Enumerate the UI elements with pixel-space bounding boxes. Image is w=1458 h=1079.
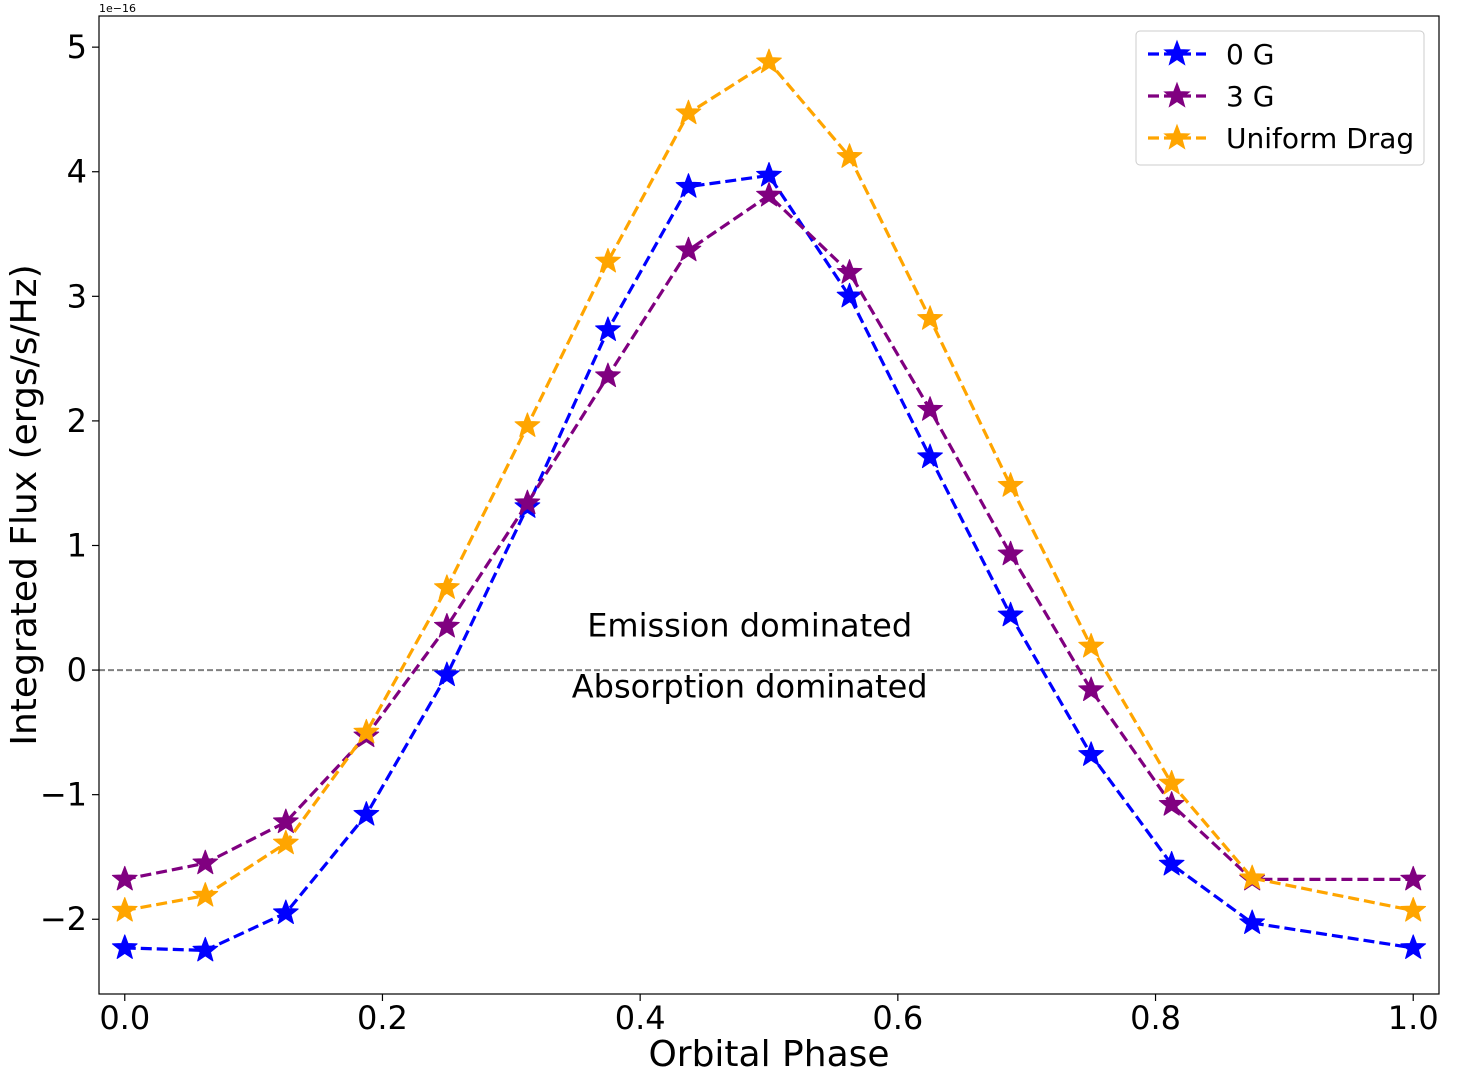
legend-marker-0-g: [1163, 39, 1191, 66]
data-point-0-g: [917, 443, 943, 469]
legend-label-uniform-drag: Uniform Drag: [1226, 122, 1414, 155]
x-tick-label: 0.8: [1130, 999, 1181, 1037]
legend-marker-uniform-drag: [1163, 123, 1191, 150]
data-point-uniform-drag: [514, 412, 541, 437]
data-point-0-g: [111, 934, 138, 959]
data-point-0-g: [1158, 850, 1185, 876]
series-line-0-g: [124, 173, 1414, 952]
x-axis-title: Orbital Phase: [648, 1034, 889, 1075]
x-tick-label: 0.6: [872, 999, 923, 1037]
data-point-0-g: [997, 601, 1024, 627]
y-tick-label: −1: [40, 776, 87, 814]
data-point-uniform-drag: [997, 472, 1024, 497]
x-tick-label: 0.0: [99, 999, 150, 1037]
y-tick-label: 5: [67, 28, 87, 66]
data-point-3-g: [836, 259, 863, 284]
data-point-3-g: [675, 236, 702, 262]
data-point-uniform-drag: [272, 829, 299, 855]
annotations: Emission dominated Absorption dominated: [572, 606, 928, 705]
x-tick-label: 0.2: [357, 999, 408, 1037]
data-point-uniform-drag: [917, 305, 943, 330]
data-point-uniform-drag: [1158, 769, 1185, 795]
data-point-0-g: [353, 801, 380, 826]
data-point-uniform-drag: [1239, 864, 1266, 890]
series-uniform-drag: [111, 48, 1427, 922]
data-point-3-g: [756, 181, 782, 207]
y-tick-label: 4: [67, 153, 87, 191]
data-point-3-g: [272, 808, 299, 834]
data-point-3-g: [111, 865, 138, 891]
data-point-0-g: [595, 316, 621, 341]
x-tick-label: 1.0: [1388, 999, 1439, 1037]
y-offset-label: 1e−16: [99, 2, 136, 15]
data-point-3-g: [1078, 676, 1104, 702]
data-point-0-g: [1400, 934, 1427, 959]
plot-frame: [98, 15, 1440, 995]
legend-frame: [1135, 30, 1425, 166]
y-tick-label: 1: [67, 526, 87, 564]
data-point-uniform-drag: [353, 718, 380, 744]
annotation-text: Absorption dominated: [572, 667, 928, 705]
y-tick-label: 2: [67, 402, 87, 440]
legend: 0 G 3 G Uniform Drag: [1135, 30, 1425, 166]
data-point-0-g: [272, 899, 299, 925]
data-point-uniform-drag: [1078, 632, 1104, 658]
data-point-uniform-drag: [434, 574, 460, 599]
data-point-3-g: [595, 362, 621, 388]
data-point-0-g: [192, 936, 219, 962]
data-point-3-g: [1158, 791, 1185, 816]
data-point-uniform-drag: [675, 99, 702, 125]
series-group: [111, 48, 1427, 962]
y-tick-label: 3: [67, 277, 87, 315]
data-point-0-g: [434, 661, 460, 687]
y-axis-ticks: −2 −1 0 1 2 3 4 5: [40, 28, 99, 938]
data-point-uniform-drag: [595, 247, 621, 273]
y-tick-label: 0: [67, 651, 87, 689]
data-point-3-g: [192, 849, 219, 875]
data-point-3-g: [434, 612, 460, 638]
data-point-0-g: [756, 161, 782, 187]
data-point-0-g: [836, 282, 863, 308]
data-point-3-g: [514, 489, 541, 515]
data-point-0-g: [675, 173, 702, 198]
series-0-g: [111, 161, 1427, 962]
data-point-3-g: [997, 540, 1024, 566]
series-line-uniform-drag: [124, 60, 1414, 913]
legend-label-3-g: 3 G: [1226, 80, 1274, 113]
legend-label-0-g: 0 G: [1226, 38, 1274, 71]
data-point-uniform-drag: [756, 48, 782, 74]
data-point-uniform-drag: [1400, 897, 1427, 922]
series-line-3-g: [124, 193, 1414, 881]
y-axis-title: Integrated Flux (ergs/s/Hz): [4, 264, 45, 745]
y-tick-label: −2: [40, 900, 87, 938]
data-point-3-g: [917, 396, 943, 421]
data-point-3-g: [1400, 865, 1427, 891]
legend-marker-3-g: [1163, 81, 1191, 108]
x-tick-label: 0.4: [615, 999, 666, 1037]
data-point-uniform-drag: [836, 143, 863, 168]
data-point-uniform-drag: [192, 882, 219, 907]
data-point-0-g: [1239, 909, 1266, 934]
data-point-0-g: [1078, 741, 1104, 766]
data-point-uniform-drag: [111, 897, 138, 922]
x-axis-ticks: 0.0 0.2 0.4 0.6 0.8 1.0: [99, 994, 1439, 1037]
annotation-text: Emission dominated: [587, 606, 912, 644]
